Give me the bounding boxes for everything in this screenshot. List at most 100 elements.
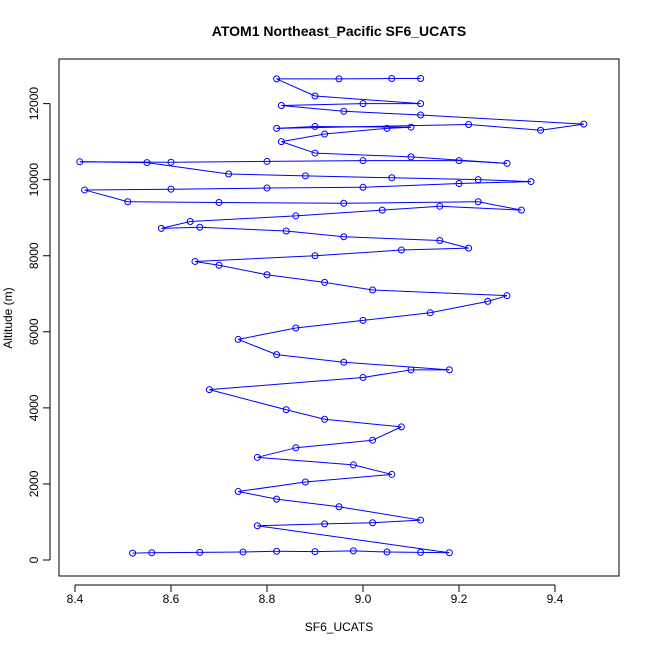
data-point — [474, 198, 482, 206]
series-line-segment — [257, 447, 296, 458]
x-tick-label: 8.6 — [163, 592, 180, 606]
data-point — [239, 548, 247, 556]
series-line-segment — [276, 354, 344, 363]
data-point — [397, 246, 405, 254]
x-tick-label: 8.8 — [259, 592, 276, 606]
data-point — [407, 123, 415, 131]
series-line-segment — [540, 123, 584, 131]
data-point — [225, 170, 233, 178]
x-axis-label: SF6_UCATS — [305, 620, 373, 634]
series-line-segment — [161, 221, 191, 229]
data-point — [301, 478, 309, 486]
series-line-segment — [420, 114, 584, 125]
y-tick-label: 6000 — [27, 318, 41, 345]
series-line-segment — [84, 189, 128, 203]
y-tick-label: 8000 — [27, 242, 41, 269]
series-line-segment — [161, 226, 200, 229]
data-point — [321, 520, 329, 528]
series-line-segment — [295, 319, 364, 329]
series-line-segment — [146, 162, 229, 175]
series-line-segment — [391, 177, 479, 181]
data-point — [292, 324, 300, 332]
data-point — [349, 461, 357, 469]
series-line-segment — [209, 376, 364, 391]
data-point — [215, 261, 223, 269]
data-point — [340, 199, 348, 207]
series-line-segment — [286, 230, 344, 238]
data-point — [292, 212, 300, 220]
series-line-segment — [324, 522, 373, 525]
data-point — [321, 415, 329, 423]
data-point — [157, 224, 165, 232]
series-line-segment — [314, 152, 412, 158]
plot-area — [58, 58, 620, 577]
series-line-segment — [266, 160, 364, 162]
series-lines — [79, 78, 584, 554]
data-point — [465, 244, 473, 252]
data-point — [311, 122, 319, 130]
data-point — [191, 257, 199, 265]
data-point — [301, 172, 309, 180]
data-point — [263, 157, 271, 165]
series-line-segment — [353, 464, 392, 475]
data-point — [340, 233, 348, 241]
series-line-segment — [228, 173, 306, 177]
series-line-segment — [218, 202, 344, 204]
data-point — [263, 271, 271, 279]
series-line-segment — [190, 215, 296, 223]
data-point — [273, 495, 281, 503]
x-tick-label: 9.4 — [547, 592, 564, 606]
data-point — [436, 237, 444, 245]
y-tick-label: 4000 — [27, 394, 41, 421]
series-line-segment — [242, 550, 277, 553]
series-line-segment — [276, 78, 316, 97]
data-point — [383, 124, 391, 132]
data-point — [311, 92, 319, 100]
data-point — [124, 198, 132, 206]
data-point — [417, 100, 425, 108]
data-point — [277, 138, 285, 146]
data-point — [417, 111, 425, 119]
series-line-segment — [362, 312, 431, 321]
data-point — [383, 548, 391, 556]
series-line-segment — [338, 506, 421, 521]
data-point — [417, 548, 425, 556]
data-point — [340, 358, 348, 366]
series-line-segment — [218, 264, 268, 276]
y-tick-label: 10000 — [27, 163, 41, 197]
series-line-segment — [238, 327, 296, 340]
data-point — [148, 549, 156, 557]
series-line-segment — [276, 498, 340, 508]
y-tick-label: 2000 — [27, 470, 41, 497]
data-point — [503, 292, 511, 300]
series-line-segment — [362, 369, 412, 378]
data-point — [186, 218, 194, 226]
data-point — [167, 185, 175, 193]
data-point — [445, 549, 453, 557]
data-point — [359, 100, 367, 108]
series-line-segment — [343, 110, 421, 116]
series-line-segment — [314, 550, 354, 553]
x-tick-label: 9.0 — [355, 592, 372, 606]
series-line-segment — [382, 205, 440, 211]
x-tick-label: 9.2 — [451, 592, 468, 606]
series-line-segment — [372, 289, 508, 297]
series-line-segment — [362, 182, 460, 188]
series-line-segment — [266, 274, 325, 283]
series-line-segment — [257, 525, 450, 554]
series-line-segment — [238, 491, 277, 500]
data-point — [234, 335, 242, 343]
series-line-segment — [478, 179, 532, 183]
series-line-segment — [295, 209, 383, 217]
data-point — [253, 453, 261, 461]
series-line-segment — [343, 201, 479, 204]
series-line-segment — [257, 456, 354, 466]
data-point — [359, 157, 367, 165]
series-line-segment — [276, 124, 469, 129]
series-line-segment — [286, 409, 325, 420]
series-line-segment — [478, 201, 522, 211]
series-line-segment — [439, 240, 469, 249]
data-point — [369, 436, 377, 444]
data-point — [388, 470, 396, 478]
